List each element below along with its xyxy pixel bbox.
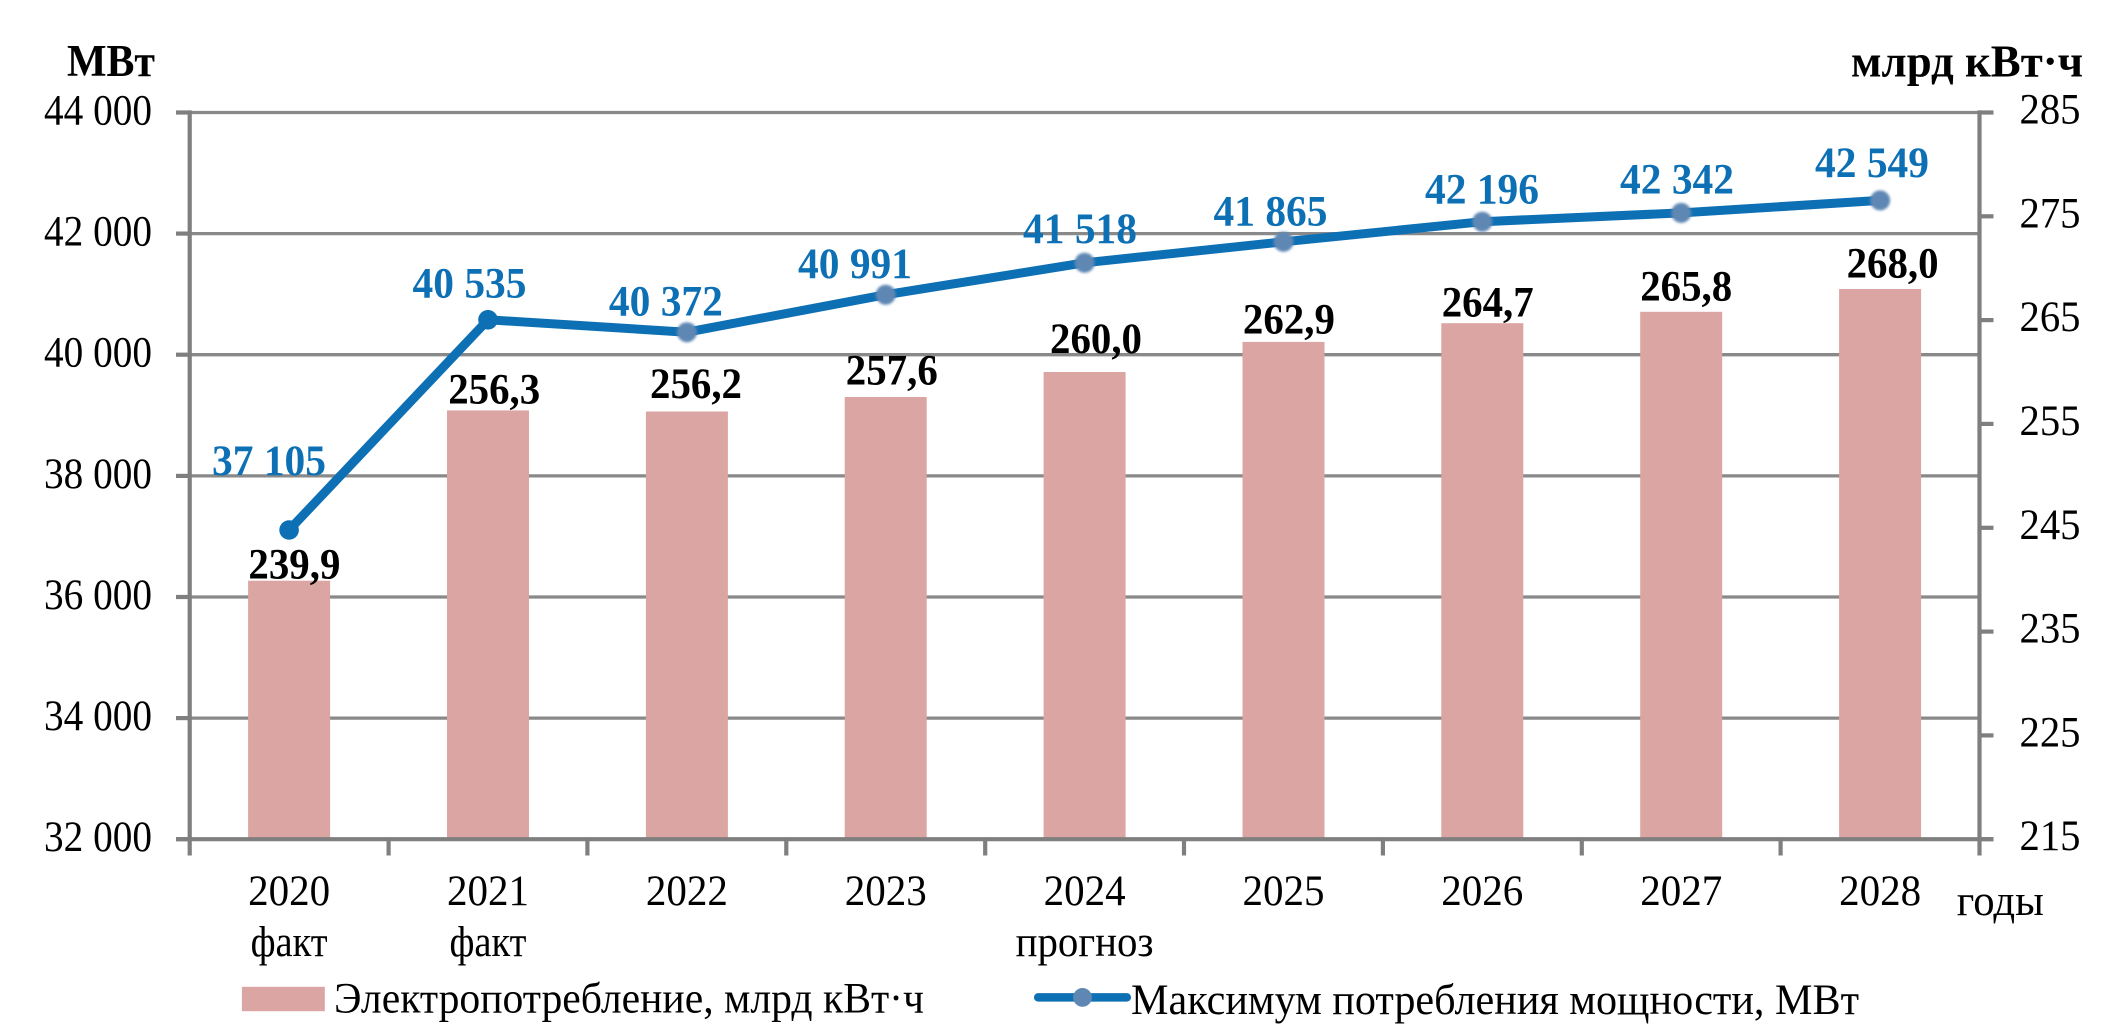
svg-text:245: 245 bbox=[2020, 502, 2081, 549]
svg-text:2024: 2024 bbox=[1044, 868, 1126, 915]
svg-text:265: 265 bbox=[2020, 294, 2081, 341]
svg-text:42 196: 42 196 bbox=[1425, 167, 1539, 214]
svg-text:256,2: 256,2 bbox=[650, 361, 742, 408]
svg-text:38 000: 38 000 bbox=[44, 451, 152, 498]
svg-text:40 372: 40 372 bbox=[609, 279, 723, 326]
svg-text:Максимум потребления мощности,: Максимум потребления мощности, МВт bbox=[1131, 977, 1859, 1024]
svg-text:2026: 2026 bbox=[1441, 868, 1523, 915]
svg-text:40 000: 40 000 bbox=[44, 330, 152, 377]
svg-text:225: 225 bbox=[2020, 709, 2081, 756]
svg-text:36 000: 36 000 bbox=[44, 572, 152, 619]
svg-text:235: 235 bbox=[2020, 606, 2081, 653]
svg-text:256,3: 256,3 bbox=[448, 367, 540, 414]
svg-text:40 991: 40 991 bbox=[798, 241, 912, 288]
svg-text:34 000: 34 000 bbox=[44, 693, 152, 740]
svg-text:268,0: 268,0 bbox=[1847, 241, 1939, 288]
svg-text:2025: 2025 bbox=[1243, 868, 1325, 915]
svg-text:2027: 2027 bbox=[1640, 868, 1722, 915]
svg-text:32 000: 32 000 bbox=[44, 814, 152, 861]
svg-text:275: 275 bbox=[2020, 190, 2081, 237]
svg-text:255: 255 bbox=[2020, 398, 2081, 445]
svg-text:285: 285 bbox=[2020, 87, 2081, 134]
svg-text:264,7: 264,7 bbox=[1442, 280, 1534, 327]
svg-text:260,0: 260,0 bbox=[1050, 316, 1142, 363]
svg-text:44 000: 44 000 bbox=[44, 88, 152, 135]
svg-text:41 518: 41 518 bbox=[1023, 206, 1137, 253]
svg-text:2022: 2022 bbox=[646, 868, 728, 915]
svg-text:2021: 2021 bbox=[447, 868, 529, 915]
svg-text:прогноз: прогноз bbox=[1016, 919, 1154, 966]
svg-text:Электропотребление, млрд кВт·ч: Электропотребление, млрд кВт·ч bbox=[334, 976, 924, 1023]
svg-text:215: 215 bbox=[2020, 813, 2081, 860]
svg-text:2028: 2028 bbox=[1839, 868, 1921, 915]
svg-text:257,6: 257,6 bbox=[846, 347, 938, 394]
svg-text:МВт: МВт bbox=[67, 36, 155, 86]
svg-text:годы: годы bbox=[1957, 878, 2044, 925]
svg-text:265,8: 265,8 bbox=[1640, 264, 1732, 311]
svg-text:42 549: 42 549 bbox=[1815, 140, 1929, 187]
svg-text:42 000: 42 000 bbox=[44, 209, 152, 256]
svg-text:41 865: 41 865 bbox=[1214, 188, 1328, 235]
svg-text:факт: факт bbox=[450, 919, 527, 966]
svg-text:239,9: 239,9 bbox=[248, 541, 340, 588]
svg-text:40 535: 40 535 bbox=[413, 261, 527, 308]
svg-text:42 342: 42 342 bbox=[1620, 156, 1734, 203]
svg-text:37 105: 37 105 bbox=[212, 438, 326, 485]
svg-text:2023: 2023 bbox=[845, 868, 927, 915]
svg-text:факт: факт bbox=[251, 919, 328, 966]
svg-text:млрд кВт·ч: млрд кВт·ч bbox=[1851, 37, 2083, 87]
svg-text:262,9: 262,9 bbox=[1243, 297, 1335, 344]
svg-text:2020: 2020 bbox=[248, 868, 330, 915]
